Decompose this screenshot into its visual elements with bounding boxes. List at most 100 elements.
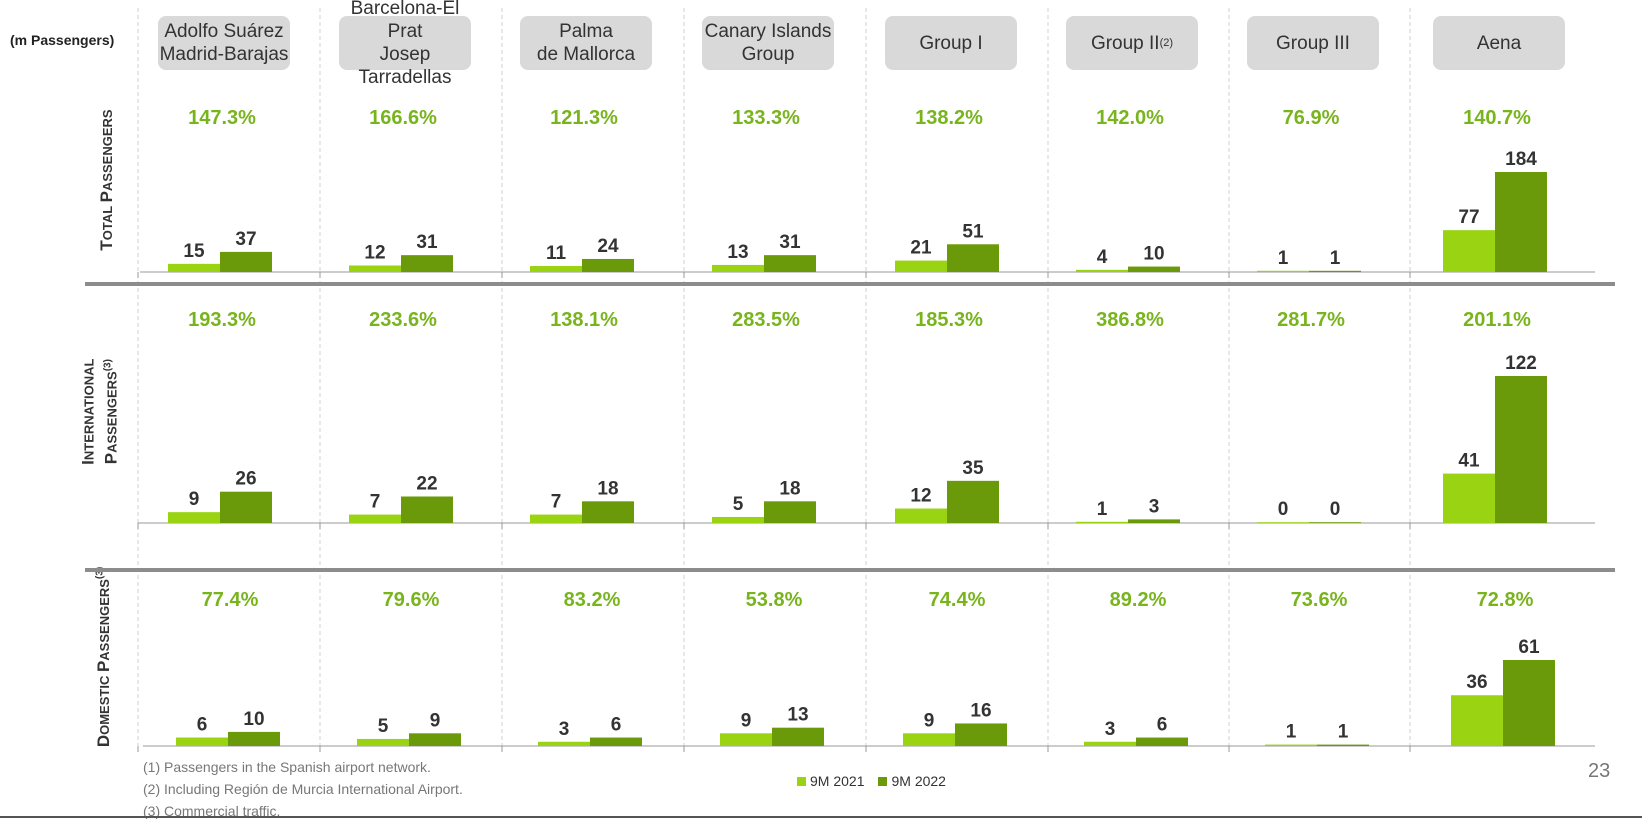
bar-value-label: 36 [1466,672,1487,693]
growth-label: 142.0% [1096,107,1164,129]
bar-2021 [1084,741,1136,746]
bar-2021 [538,741,590,746]
bar-2021 [357,738,409,746]
bar-value-label: 10 [243,709,264,730]
bar-value-label: 3 [559,719,570,740]
bar-2022 [409,733,461,746]
bar-value-label: 1 [1097,499,1108,520]
bar-2021 [349,265,401,272]
bar-2022 [401,496,453,523]
bar-2021 [530,514,582,523]
growth-label: 53.8% [746,589,803,611]
growth-label: 77.4% [202,589,259,611]
bar-2021 [349,514,401,523]
growth-label: 79.6% [383,589,440,611]
bar-2021 [176,737,228,746]
bar-2021 [712,516,764,523]
bar-2021 [1451,695,1503,746]
growth-label: 281.7% [1277,309,1345,331]
bar-value-label: 37 [235,229,256,250]
bar-2021 [168,512,220,523]
bar-value-label: 0 [1278,499,1289,520]
bar-2022 [1128,266,1180,272]
bar-value-label: 31 [779,232,801,253]
bar-2022 [764,501,816,523]
growth-label: 201.1% [1463,309,1531,331]
bar-2022 [1495,376,1547,523]
bar-value-label: 9 [741,710,752,731]
bar-value-label: 122 [1505,353,1537,374]
column-header-4: Group I [885,16,1017,70]
bar-value-label: 16 [970,700,991,721]
column-header-note: (2) [1159,36,1174,49]
bar-value-label: 1 [1278,248,1289,269]
column-header-7: Aena [1433,16,1565,70]
bar-2022 [1136,737,1188,746]
bar-value-label: 13 [727,242,748,263]
bar-2021 [1076,521,1128,523]
growth-label: 89.2% [1110,589,1167,611]
bar-value-label: 5 [378,716,389,737]
bar-value-label: 3 [1105,719,1116,740]
bar-value-label: 22 [416,473,437,494]
bar-value-label: 31 [416,232,438,253]
growth-label: 283.5% [732,309,800,331]
footnote-3: (3) Commercial traffic. [143,803,281,819]
bar-2022 [947,244,999,272]
bar-2022 [764,255,816,272]
bar-value-label: 9 [924,710,935,731]
column-header-5: Group II (2) [1066,16,1198,70]
column-header-2: Palma de Mallorca [520,16,652,70]
bar-value-label: 18 [597,478,618,499]
bar-2022 [1309,522,1361,523]
bar-value-label: 77 [1458,207,1479,228]
bar-value-label: 184 [1505,149,1537,170]
growth-label: 185.3% [915,309,983,331]
growth-label: 233.6% [369,309,437,331]
bar-2022 [772,727,824,746]
unit-label: (m Passengers) [10,32,115,48]
column-header-1: Barcelona-El Prat Josep Tarradellas [339,0,471,88]
bar-2021 [895,260,947,272]
bar-value-label: 7 [370,492,381,513]
bar-2021 [530,266,582,272]
bar-2021 [1076,269,1128,272]
bar-value-label: 24 [597,236,619,257]
bar-value-label: 10 [1143,244,1164,265]
bar-value-label: 3 [1149,496,1160,517]
bar-value-label: 1 [1330,248,1341,269]
legend-swatch-2021 [797,776,806,786]
bar-value-label: 6 [1157,715,1168,736]
bar-2022 [955,723,1007,746]
bar-value-label: 26 [235,469,256,490]
column-header-3: Canary Islands Group [702,16,834,70]
growth-label: 386.8% [1096,309,1164,331]
growth-label: 138.1% [550,309,618,331]
legend-item-2022: 9M 2022 [878,773,946,789]
bar-value-label: 6 [197,715,208,736]
bar-value-label: 13 [787,705,808,726]
bar-value-label: 6 [611,715,622,736]
bar-2021 [903,733,955,746]
legend-label-2022: 9M 2022 [891,773,946,789]
bar-2022 [1503,660,1555,746]
bar-2022 [220,251,272,272]
bar-value-label: 18 [779,478,800,499]
page-number: 23 [1588,760,1611,782]
footnotes: (1) Passengers in the Spanish airport ne… [143,756,463,822]
bar-2021 [895,508,947,523]
bar-2022 [1309,270,1361,272]
bar-value-label: 11 [546,243,567,264]
bar-value-label: 7 [551,492,562,513]
growth-label: 147.3% [188,107,256,129]
bar-2022 [401,255,453,272]
bar-value-label: 5 [733,494,744,515]
growth-label: 72.8% [1477,589,1534,611]
bar-value-label: 12 [910,486,931,507]
bar-2022 [228,731,280,746]
bar-2021 [1265,744,1317,746]
bar-2022 [1495,172,1547,272]
bar-2021 [168,263,220,272]
bar-2022 [582,501,634,523]
bar-2021 [1443,230,1495,272]
